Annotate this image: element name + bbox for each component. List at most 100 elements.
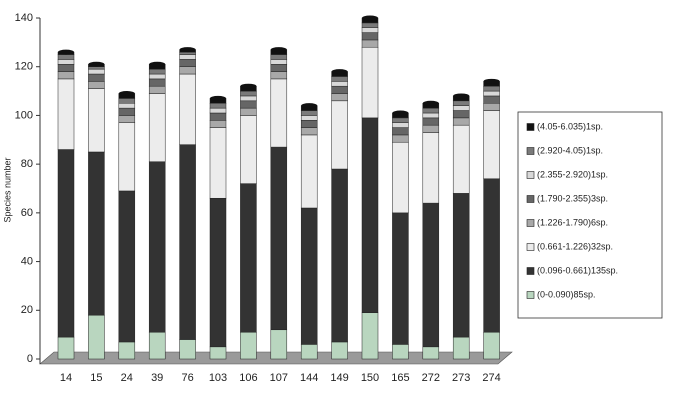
bar-segment <box>148 78 166 87</box>
x-tick-label: 274 <box>482 372 500 384</box>
y-tick-label: 40 <box>21 255 33 267</box>
bar-segment <box>209 107 227 114</box>
bar-segment <box>331 100 348 170</box>
bar-segment <box>300 207 318 345</box>
legend-label: (0.096-0.661)135sp. <box>537 265 618 275</box>
bar-segment <box>361 27 379 33</box>
x-tick-label: 24 <box>121 372 133 384</box>
bar-segment <box>300 120 318 128</box>
bar-segment <box>392 127 409 136</box>
legend-items: (0-0.090)85sp. (0.096-0.661)135sp. (0.661-… <box>526 121 618 299</box>
bar-segment <box>240 90 257 97</box>
x-tick-label: 106 <box>239 372 257 384</box>
bar-segment <box>179 54 196 60</box>
bar-segment <box>240 107 257 116</box>
bar-cap <box>210 95 226 101</box>
x-tick-label: 272 <box>422 372 440 384</box>
bar-segment <box>422 202 440 348</box>
bar-segment <box>422 112 440 119</box>
bar-segment <box>209 127 227 199</box>
bar-segment <box>361 117 379 313</box>
bar-segment <box>270 59 288 65</box>
bar-segment <box>452 193 470 338</box>
x-tick-label: 76 <box>181 372 193 384</box>
bar-segment <box>179 59 196 67</box>
legend-swatch <box>526 267 535 275</box>
legend-swatch <box>526 123 535 131</box>
y-tick-label: 100 <box>15 109 33 121</box>
bar-segment <box>452 110 470 119</box>
bar-segment <box>209 112 227 121</box>
x-tick-label: 273 <box>452 372 470 384</box>
bar-cap <box>301 103 318 109</box>
bar-segment <box>88 66 105 70</box>
bar-segment <box>392 344 409 360</box>
bar-segment <box>452 117 470 126</box>
bar-segment <box>270 146 288 331</box>
bar-segment <box>118 115 136 123</box>
x-tick-label: 39 <box>151 372 163 384</box>
bar-segment <box>57 336 75 360</box>
bar-segment <box>57 71 75 80</box>
bar-segment <box>300 134 318 209</box>
bar-segment <box>300 344 318 360</box>
bar-segment <box>179 339 196 360</box>
bar-segment <box>483 85 500 92</box>
bar-segment <box>118 103 136 109</box>
legend-swatch <box>526 195 535 203</box>
bar-segment <box>452 100 470 106</box>
bar-segment <box>422 124 440 133</box>
bar-segment <box>483 178 500 333</box>
bar-segment <box>331 85 348 94</box>
bar-segment <box>179 51 196 55</box>
bar-segment <box>331 168 348 343</box>
bar-cap <box>483 78 500 84</box>
bar-segment <box>118 341 136 360</box>
bar-segment <box>331 341 348 360</box>
bar-segment <box>88 151 105 316</box>
bar-cap <box>453 93 470 99</box>
x-tick-label: 14 <box>60 372 72 384</box>
bar-cap <box>58 49 74 55</box>
bar-segment <box>483 95 500 104</box>
y-tick-label: 20 <box>21 304 33 316</box>
bar-segment <box>57 64 75 72</box>
bar-segment <box>88 73 105 82</box>
bar-cap <box>270 47 287 53</box>
y-tick-label: 60 <box>21 207 33 219</box>
bar-segment <box>179 73 196 145</box>
x-tick-label: 150 <box>361 372 379 384</box>
x-tick-label: 165 <box>391 372 409 384</box>
x-tick-label: 15 <box>90 372 102 384</box>
bar-segment <box>483 110 500 180</box>
bar-segment <box>118 190 136 343</box>
legend-swatch <box>526 171 535 179</box>
bar-segment <box>148 161 166 333</box>
x-tick-label: 144 <box>300 372 318 384</box>
bar-segment <box>179 144 196 340</box>
bar-segment <box>88 88 105 153</box>
bar-cap <box>149 61 166 67</box>
bar-segment <box>209 346 227 360</box>
bar-segment <box>270 329 288 360</box>
bar-segment <box>300 110 318 116</box>
legend-label: (0.661-1.226)32sp. <box>537 241 613 251</box>
bar-segment <box>148 331 166 360</box>
legend-label: (0-0.090)85sp. <box>537 289 596 299</box>
bar-segment <box>118 107 136 116</box>
bar-segment <box>179 66 196 75</box>
legend-swatch <box>526 243 535 251</box>
y-tick-label: 120 <box>15 61 33 73</box>
legend-swatch <box>526 219 535 227</box>
bar-segment <box>331 76 348 82</box>
bar-segment <box>118 98 136 104</box>
bar-segment <box>331 93 348 102</box>
bar-cap <box>422 100 439 106</box>
legend-label: (1.790-2.355)3sp. <box>537 193 608 203</box>
bar-segment <box>57 78 75 150</box>
bar-segment <box>88 68 105 75</box>
bar-segment <box>392 212 409 345</box>
bar-segment <box>452 105 470 111</box>
legend-swatch <box>526 291 535 299</box>
